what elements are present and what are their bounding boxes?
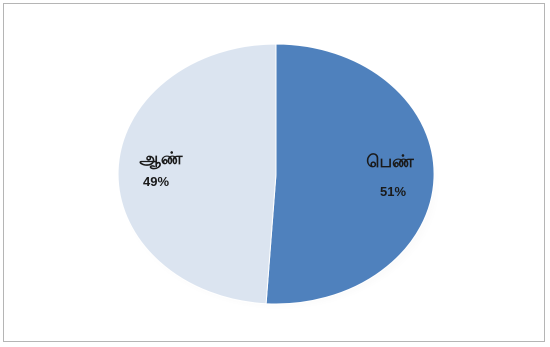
pie-slice-1: [265, 43, 435, 305]
slice-value-label-2: 49%: [143, 174, 169, 189]
pie-slice-2: [117, 43, 277, 305]
slice-value-label-1: 51%: [380, 184, 406, 199]
slice-label-1: பெண்: [366, 152, 414, 172]
slice-label-2: ஆண்: [139, 149, 182, 169]
